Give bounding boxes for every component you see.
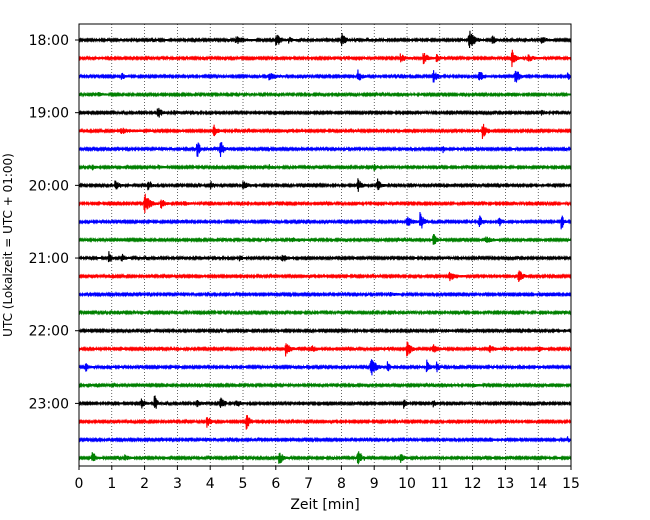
x-tick-label: 13 xyxy=(496,476,514,492)
y-tick-label: 20:00 xyxy=(29,178,69,194)
y-tick-label: 21:00 xyxy=(29,251,69,267)
x-tick-label: 2 xyxy=(140,476,149,492)
x-tick-label: 3 xyxy=(173,476,182,492)
x-tick-label: 8 xyxy=(337,476,346,492)
trace-row-2030 xyxy=(78,212,572,230)
y-tick-label: 19:00 xyxy=(29,106,69,122)
x-tick-label: 11 xyxy=(431,476,449,492)
x-tick-label: 15 xyxy=(562,476,580,492)
x-tick-label: 7 xyxy=(304,476,313,492)
y-tick-label: 22:00 xyxy=(29,324,69,340)
y-tick-label: 18:00 xyxy=(29,33,69,49)
vertical-gridlines xyxy=(111,24,539,466)
x-tick-label: 0 xyxy=(75,476,84,492)
trace-row-2300 xyxy=(78,395,572,409)
x-tick-label: 9 xyxy=(370,476,379,492)
x-axis-ticks: 0 1 2 3 4 5 6 7 8 9 10 11 12 13 14 15 xyxy=(75,466,580,492)
x-tick-label: 1 xyxy=(107,476,116,492)
x-tick-label: 12 xyxy=(464,476,482,492)
y-axis-ticks: 18:00 19:00 20:00 21:00 22:00 23:00 xyxy=(29,33,79,412)
seismic-traces xyxy=(78,30,572,465)
x-tick-label: 5 xyxy=(239,476,248,492)
x-tick-label: 14 xyxy=(529,476,547,492)
y-tick-label: 23:00 xyxy=(29,396,69,412)
plot-frame xyxy=(78,23,572,467)
trace-row-2100 xyxy=(78,251,572,263)
x-tick-label: 4 xyxy=(206,476,215,492)
x-tick-label: 10 xyxy=(398,476,416,492)
y-axis-label: UTC (Lokalzeit = UTC + 01:00) xyxy=(1,153,15,337)
x-tick-label: 6 xyxy=(271,476,280,492)
x-axis-label: Zeit [min] xyxy=(290,497,359,513)
